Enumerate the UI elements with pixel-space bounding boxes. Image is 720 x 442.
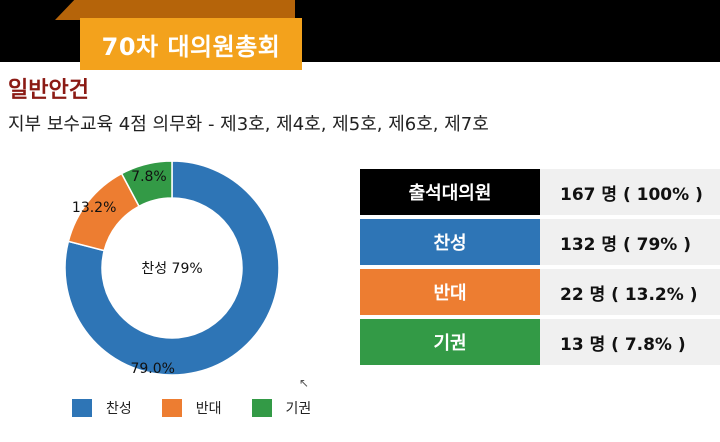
legend-label-abstain: 기권 <box>285 401 312 417</box>
title-banner: 70차 대의원총회 <box>80 18 302 70</box>
row-label-attendance: 출석대의원 <box>360 169 540 215</box>
agenda-text: 지부 보수교육 4점 의무화 - 제3호, 제4호, 제5호, 제6호, 제7호 <box>8 114 489 135</box>
row-label-abstain: 기권 <box>360 319 540 365</box>
donut-chart: 79.0% 13.2% 7.8% 찬성 79% <box>64 160 280 377</box>
table-row-attendance: 출석대의원 167 명 ( 100% ) <box>360 169 720 215</box>
legend-label-oppose: 반대 <box>195 401 222 417</box>
data-label-oppose: 13.2% <box>72 200 116 216</box>
legend-swatch-abstain <box>251 399 272 417</box>
section-title: 일반안건 <box>8 78 89 103</box>
row-value-agree: 132 명 ( 79% ) <box>540 219 720 265</box>
donut-slice-agree <box>64 160 280 376</box>
legend-item-oppose: 반대 <box>161 398 222 418</box>
legend-swatch-agree <box>72 399 92 417</box>
center-label: 찬성 79% <box>141 261 202 277</box>
table-row-abstain: 기권 13 명 ( 7.8% ) <box>360 319 720 365</box>
row-value-oppose: 22 명 ( 13.2% ) <box>540 269 720 315</box>
data-label-agree: 79.0% <box>130 361 174 377</box>
row-value-attendance: 167 명 ( 100% ) <box>540 169 720 215</box>
legend-swatch-oppose <box>161 399 182 417</box>
vote-result-table: 출석대의원 167 명 ( 100% ) 찬성 132 명 ( 79% ) 반대… <box>360 169 720 369</box>
legend-label-agree: 찬성 <box>106 401 132 417</box>
mouse-cursor-icon: ↖ <box>299 376 310 390</box>
legend-item-agree: 찬성 <box>72 398 132 418</box>
row-label-agree: 찬성 <box>360 219 540 265</box>
donut-slice-abstain <box>120 160 173 208</box>
data-label-abstain: 7.8% <box>131 169 167 185</box>
legend-item-abstain: 기권 <box>251 398 312 418</box>
row-value-abstain: 13 명 ( 7.8% ) <box>540 319 720 365</box>
table-row-agree: 찬성 132 명 ( 79% ) <box>360 219 720 265</box>
banner-shadow <box>55 0 295 20</box>
table-row-oppose: 반대 22 명 ( 13.2% ) <box>360 269 720 315</box>
chart-legend: 찬성 반대 기권 <box>72 398 341 418</box>
row-label-oppose: 반대 <box>360 269 540 315</box>
banner-title: 70차 대의원총회 <box>101 32 281 61</box>
